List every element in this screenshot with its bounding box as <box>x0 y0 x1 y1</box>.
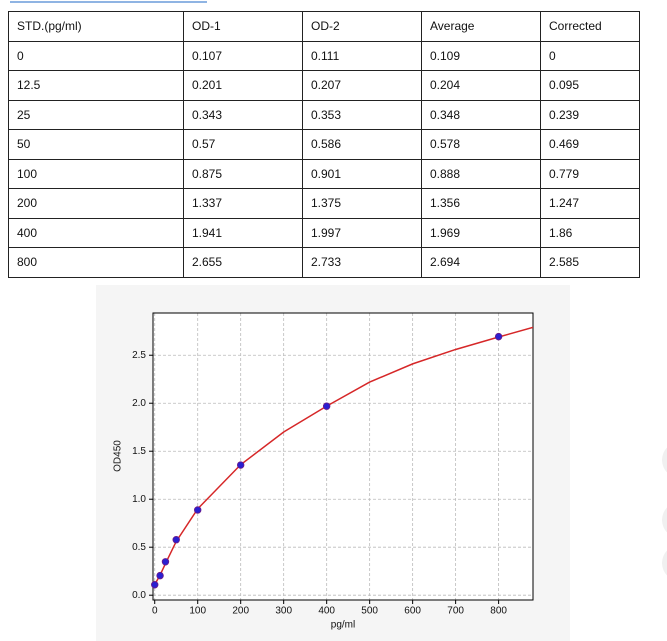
table-cell: 0 <box>540 40 640 71</box>
table-cell: 2.585 <box>540 247 640 278</box>
y-tick-label: 2.0 <box>132 398 146 409</box>
table-cell: 2.655 <box>183 247 303 278</box>
x-tick-label: 600 <box>404 606 421 617</box>
table-cell: 1.356 <box>421 188 541 219</box>
table-row: 50 0.57 0.586 0.578 0.469 <box>8 129 640 160</box>
y-tick-label: 1.5 <box>132 446 146 457</box>
table-cell: 12.5 <box>8 70 184 101</box>
table-cell: 0.111 <box>302 40 422 71</box>
x-tick-label: 300 <box>275 606 292 617</box>
x-tick-label: 100 <box>189 606 206 617</box>
y-tick-label: 0.5 <box>132 542 146 553</box>
data-point <box>194 506 202 514</box>
table-cell: 0.204 <box>421 70 541 101</box>
table-row: 12.5 0.201 0.207 0.204 0.095 <box>8 70 640 101</box>
data-table: STD.(pg/ml) OD-1 OD-2 Average Corrected 0 0.10… <box>8 11 640 278</box>
plot-frame <box>152 312 534 601</box>
table-cell: 0.888 <box>421 158 541 189</box>
y-axis-label: OD450 <box>113 440 124 472</box>
table-cell: 0.901 <box>302 158 422 189</box>
table-cell: OD-2 <box>302 11 422 42</box>
table-cell: STD.(pg/ml) <box>8 11 184 42</box>
data-point <box>156 571 164 580</box>
table-cell: 1.969 <box>421 217 541 248</box>
table-cell: OD-1 <box>183 11 303 42</box>
x-tick-label: 800 <box>490 606 507 617</box>
x-tick-label: 400 <box>318 606 335 617</box>
tab-underline <box>10 1 207 3</box>
x-axis-label: pg/ml <box>331 620 355 631</box>
table-row: 0 0.107 0.111 0.109 0 <box>8 40 640 71</box>
table-cell: 0.201 <box>183 70 303 101</box>
table-body: STD.(pg/ml) OD-1 OD-2 Average Corrected 0 0.10… <box>8 11 640 278</box>
side-button[interactable] <box>662 442 667 478</box>
table-cell: 25 <box>8 99 184 130</box>
data-point <box>494 332 503 341</box>
x-tick-label: 500 <box>361 606 378 617</box>
table-cell: 400 <box>8 217 184 248</box>
table-cell: 0.578 <box>421 129 541 160</box>
side-button[interactable] <box>662 545 667 581</box>
table-row: 800 2.655 2.733 2.694 2.585 <box>8 247 640 278</box>
x-tick-label: 0 <box>152 606 158 617</box>
table-cell: 0 <box>8 40 184 71</box>
plot-area <box>153 313 533 600</box>
data-point <box>172 536 180 544</box>
data-point <box>322 402 331 410</box>
y-tick-label: 2.5 <box>132 350 146 361</box>
y-tick-label: 0.0 <box>132 590 146 601</box>
table-cell: 0.586 <box>302 129 422 160</box>
table-cell: Average <box>421 11 541 42</box>
table-cell: Corrected <box>540 11 640 42</box>
table-cell: 0.095 <box>540 70 640 101</box>
table-row: 25 0.343 0.353 0.348 0.239 <box>8 99 640 130</box>
table-cell: 200 <box>8 188 184 219</box>
data-point <box>151 581 159 589</box>
side-button[interactable] <box>662 502 667 538</box>
table-row: STD.(pg/ml) OD-1 OD-2 Average Corrected <box>8 11 640 42</box>
table-cell: 0.343 <box>183 99 303 130</box>
table-row: 200 1.337 1.375 1.356 1.247 <box>8 188 640 219</box>
data-point <box>236 461 245 469</box>
x-tick-label: 200 <box>232 606 249 617</box>
table-cell: 0.109 <box>421 40 541 71</box>
x-tick-label: 700 <box>447 606 464 617</box>
y-tick-label: 1.0 <box>132 494 146 505</box>
table-cell: 0.107 <box>183 40 303 71</box>
table-cell: 0.57 <box>183 129 303 160</box>
table-cell: 0.779 <box>540 158 640 189</box>
table-cell: 2.733 <box>302 247 422 278</box>
table-cell: 800 <box>8 247 184 278</box>
data-point <box>161 558 170 566</box>
